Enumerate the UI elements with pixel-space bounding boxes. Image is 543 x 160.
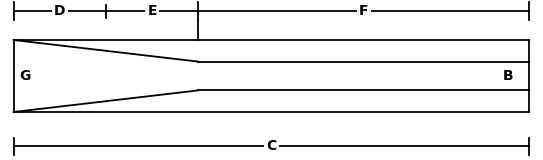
Text: D: D — [54, 4, 66, 18]
Text: F: F — [359, 4, 369, 18]
Text: E: E — [147, 4, 157, 18]
Text: G: G — [19, 69, 30, 83]
Text: C: C — [267, 139, 276, 153]
Text: B: B — [502, 69, 513, 83]
